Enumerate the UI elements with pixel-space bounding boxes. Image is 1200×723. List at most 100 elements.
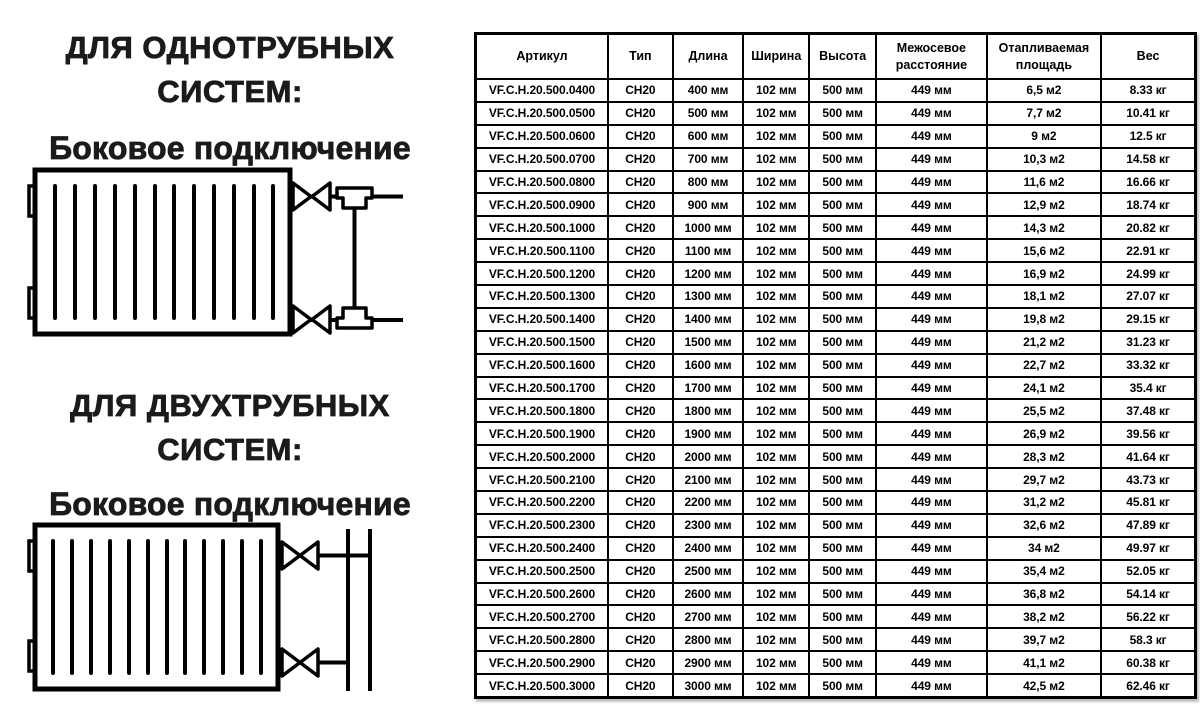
table-cell: 449 мм bbox=[875, 604, 988, 630]
table-cell: 449 мм bbox=[875, 329, 988, 355]
heading-line-2: СИСТЕМ: bbox=[157, 74, 303, 110]
valve-icon bbox=[291, 181, 332, 212]
table-cell: 500 мм bbox=[808, 284, 878, 309]
table-cell: 58.3 кг bbox=[1100, 627, 1197, 653]
table-cell: 900 мм bbox=[671, 192, 745, 218]
table-cell: 27.07 кг bbox=[1100, 284, 1197, 309]
table-cell: CH20 bbox=[606, 100, 674, 126]
table-cell: CH20 bbox=[606, 604, 674, 630]
table-cell: 102 мм bbox=[742, 146, 811, 172]
table-row: VF.C.H.20.500.0700 CH20 700 мм 102 мм 500 мм… bbox=[474, 146, 1197, 172]
table-cell: 1700 мм bbox=[671, 375, 745, 401]
table-cell: 102 мм bbox=[742, 650, 811, 676]
table-cell: 22,7 м2 bbox=[985, 352, 1103, 378]
table-cell: CH20 bbox=[606, 650, 674, 676]
table-cell: 102 мм bbox=[742, 192, 811, 218]
valve-icon bbox=[280, 540, 320, 571]
table-row: VF.C.H.20.500.1400 CH20 1400 мм 102 мм 500 м… bbox=[474, 306, 1197, 332]
table-cell: VF.C.H.20.500.2300 bbox=[474, 512, 609, 538]
table-row: VF.C.H.20.500.1100 CH20 1100 мм 102 мм 500 м… bbox=[474, 238, 1197, 264]
radiator-icon bbox=[27, 522, 281, 692]
table-cell: 33.32 кг bbox=[1100, 352, 1197, 378]
table-cell: 35,4 м2 bbox=[985, 558, 1103, 584]
table-cell: 102 мм bbox=[742, 444, 811, 470]
table-cell: 19,8 м2 bbox=[985, 306, 1103, 332]
table-cell: 38,2 м2 bbox=[985, 604, 1103, 630]
table-cell: VF.C.H.20.500.0600 bbox=[474, 123, 609, 149]
table-cell: 12.5 кг bbox=[1100, 123, 1197, 149]
table-cell: 47.89 кг bbox=[1100, 512, 1197, 538]
table-cell: 29,7 м2 bbox=[985, 467, 1103, 493]
table-cell: 15,6 м2 bbox=[985, 238, 1103, 264]
table-cell: 500 мм bbox=[808, 238, 878, 264]
table-cell: 102 мм bbox=[742, 673, 811, 699]
table-cell: 102 мм bbox=[742, 581, 811, 607]
table-cell: 449 мм bbox=[875, 490, 988, 515]
column-header: Отапливаемая площадь bbox=[985, 32, 1103, 80]
single-pipe-subheading: Боковое подключение bbox=[49, 130, 411, 167]
table-cell: 102 мм bbox=[742, 467, 811, 493]
table-cell: 1400 мм bbox=[671, 306, 745, 332]
table-row: VF.C.H.20.500.1600 CH20 1600 мм 102 мм 500 м… bbox=[474, 352, 1197, 378]
table-cell: VF.C.H.20.500.2700 bbox=[474, 604, 609, 630]
table-cell: 16.66 кг bbox=[1100, 169, 1197, 195]
table-cell: 449 мм bbox=[875, 673, 988, 699]
table-cell: VF.C.H.20.500.2100 bbox=[474, 467, 609, 493]
table-cell: 449 мм bbox=[875, 192, 988, 218]
heading-line-1: ДЛЯ ОДНОТРУБНЫХ bbox=[65, 30, 395, 66]
table-cell: 700 мм bbox=[671, 146, 745, 172]
table-cell: CH20 bbox=[606, 673, 674, 699]
table-cell: 500 мм bbox=[808, 627, 878, 653]
table-cell: 800 мм bbox=[671, 169, 745, 195]
table-cell: 35.4 кг bbox=[1100, 375, 1197, 401]
table-cell: 18.74 кг bbox=[1100, 192, 1197, 218]
table-cell: VF.C.H.20.500.0400 bbox=[474, 78, 609, 103]
table-cell: 21,2 м2 bbox=[985, 329, 1103, 355]
table-cell: 500 мм bbox=[808, 261, 878, 287]
table-cell: CH20 bbox=[606, 627, 674, 653]
table-row: VF.C.H.20.500.1700 CH20 1700 мм 102 мм 500 м… bbox=[474, 375, 1197, 401]
table-cell: 449 мм bbox=[875, 444, 988, 470]
table-cell: 400 мм bbox=[671, 78, 745, 103]
table-cell: VF.C.H.20.500.1600 bbox=[474, 352, 609, 378]
table-row: VF.C.H.20.500.3000 CH20 3000 мм 102 мм 500 м… bbox=[474, 673, 1197, 699]
radiator-fins bbox=[51, 539, 263, 675]
table-cell: 11,6 м2 bbox=[985, 169, 1103, 195]
table-cell: 22.91 кг bbox=[1100, 238, 1197, 264]
table-row: VF.C.H.20.500.0400 CH20 400 мм 102 мм 500 мм… bbox=[474, 78, 1197, 103]
table-cell: 102 мм bbox=[742, 306, 811, 332]
table-cell: 1100 мм bbox=[671, 238, 745, 264]
table-cell: 54.14 кг bbox=[1100, 581, 1197, 607]
table-cell: VF.C.H.20.500.1100 bbox=[474, 238, 609, 264]
table-cell: 2600 мм bbox=[671, 581, 745, 607]
valve-icon bbox=[280, 647, 320, 678]
table-row: VF.C.H.20.500.1200 CH20 1200 мм 102 мм 500 м… bbox=[474, 261, 1197, 287]
table-cell: 14,3 м2 bbox=[985, 215, 1103, 241]
table-cell: 49.97 кг bbox=[1100, 535, 1197, 561]
table-cell: 500 мм bbox=[808, 375, 878, 401]
two-pipe-heading: ДЛЯ ДВУХТРУБНЫХ СИСТЕМ: bbox=[8, 384, 452, 472]
table-cell: CH20 bbox=[606, 375, 674, 401]
heading-line-2: СИСТЕМ: bbox=[157, 432, 303, 468]
table-cell: VF.C.H.20.500.1400 bbox=[474, 306, 609, 332]
table-cell: 41,1 м2 bbox=[985, 650, 1103, 676]
table-row: VF.C.H.20.500.0600 CH20 600 мм 102 мм 500 мм… bbox=[474, 123, 1197, 149]
table-cell: 10.41 кг bbox=[1100, 100, 1197, 126]
table-cell: 500 мм bbox=[808, 398, 878, 424]
table-cell: 102 мм bbox=[742, 490, 811, 515]
table-cell: 500 мм bbox=[808, 215, 878, 241]
table-cell: CH20 bbox=[606, 192, 674, 218]
column-header: Артикул bbox=[474, 32, 609, 80]
table-cell: CH20 bbox=[606, 444, 674, 470]
table-row: VF.C.H.20.500.2600 CH20 2600 мм 102 мм 500 м… bbox=[474, 581, 1197, 607]
table-cell: 39,7 м2 bbox=[985, 627, 1103, 653]
table-cell: VF.C.H.20.500.2900 bbox=[474, 650, 609, 676]
table-cell: 102 мм bbox=[742, 398, 811, 424]
table-cell: 102 мм bbox=[742, 558, 811, 584]
table-cell: 102 мм bbox=[742, 169, 811, 195]
table-row: VF.C.H.20.500.2800 CH20 2800 мм 102 мм 500 м… bbox=[474, 627, 1197, 653]
table-cell: 2800 мм bbox=[671, 627, 745, 653]
table-cell: 1300 мм bbox=[671, 284, 745, 309]
table-cell: VF.C.H.20.500.1300 bbox=[474, 284, 609, 309]
table-cell: 449 мм bbox=[875, 306, 988, 332]
